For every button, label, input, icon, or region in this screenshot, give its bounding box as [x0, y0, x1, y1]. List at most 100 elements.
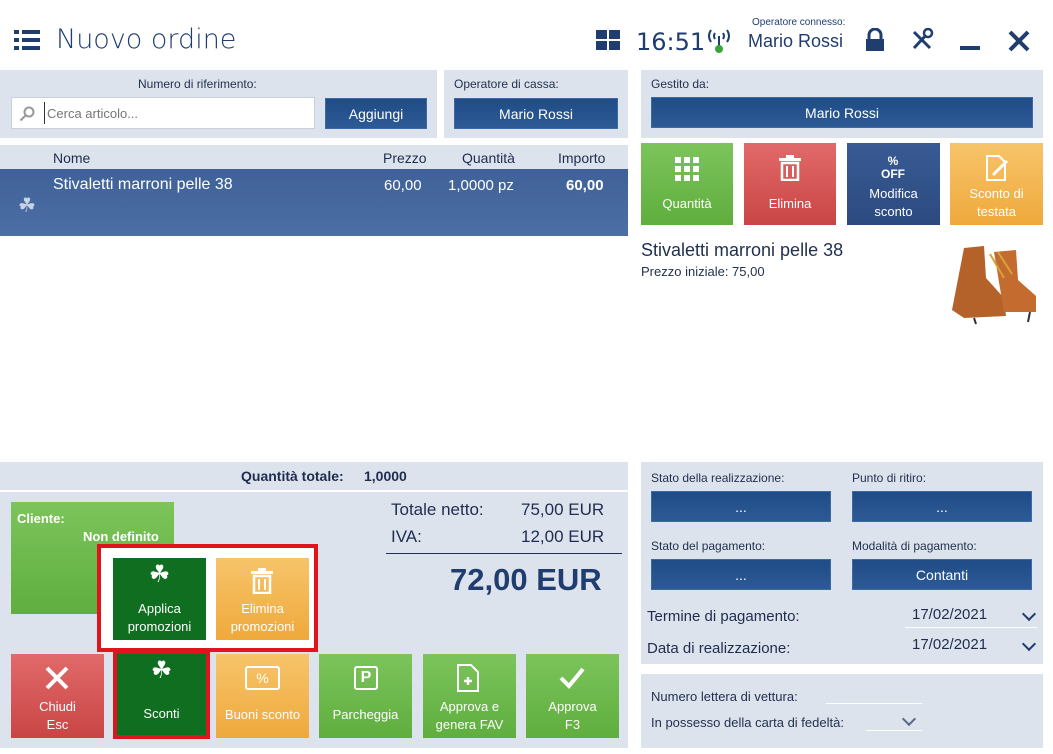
add-button[interactable]: Aggiungi	[325, 98, 427, 129]
header-discount-button[interactable]: Sconto di testata	[950, 143, 1043, 225]
managed-label: Gestito da:	[651, 77, 710, 91]
pickup-point-select[interactable]: ...	[852, 491, 1032, 522]
discounts-label: Sconti	[143, 706, 180, 721]
remove-promotions-button[interactable]: Elimina promozioni	[216, 558, 309, 640]
header-discount-label-1: Sconto di	[969, 186, 1024, 201]
quantity-button[interactable]: Quantità	[641, 143, 733, 225]
customer-value: Non definito	[83, 529, 159, 544]
close-icon[interactable]	[1008, 30, 1030, 52]
quantity-label: Quantità	[662, 196, 712, 211]
apply-promotions-label-2: promozioni	[127, 619, 192, 634]
payment-term-label: Termine di pagamento:	[647, 608, 800, 625]
clover-icon: ☘	[18, 195, 36, 217]
edit-document-icon	[985, 155, 1009, 186]
row-amount: 60,00	[566, 177, 604, 194]
total-quantity-label: Quantità totale:	[241, 468, 344, 484]
trash-icon	[779, 155, 801, 186]
apply-promotions-button[interactable]: ☘ Applica promozioni	[113, 558, 206, 640]
page-title: Nuovo ordine	[56, 24, 237, 55]
payment-term-chevron-icon[interactable]	[1021, 606, 1037, 624]
totals-divider	[386, 553, 622, 554]
percent-off-icon: % OFF	[881, 154, 905, 181]
total-quantity-bar	[0, 462, 628, 490]
realization-status-select[interactable]: ...	[651, 491, 831, 522]
payment-term-value[interactable]: 17/02/2021	[912, 606, 988, 623]
total-quantity-value: 1,0000	[364, 468, 407, 484]
search-input[interactable]	[44, 102, 304, 124]
managed-select[interactable]: Mario Rossi	[651, 97, 1033, 128]
lock-icon[interactable]	[864, 27, 886, 52]
connection-icon	[706, 26, 732, 54]
grid-icon	[675, 157, 699, 181]
minimize-icon[interactable]	[960, 46, 980, 50]
edit-discount-button[interactable]: % OFF Modifica sconto	[847, 143, 940, 225]
realization-status-label: Stato della realizzazione:	[651, 471, 785, 485]
grand-total: 72,00 EUR	[450, 562, 602, 597]
row-price: 60,00	[384, 177, 422, 194]
header-discount-label-2: testata	[976, 204, 1017, 219]
table-row[interactable]: ☘ Stivaletti marroni pelle 38 60,00 1,00…	[0, 169, 628, 236]
discounts-button[interactable]: ☘ Sconti	[117, 654, 206, 735]
payment-status-label: Stato del pagamento:	[651, 539, 766, 553]
apply-promotions-label-1: Applica	[138, 601, 181, 616]
waybill-input[interactable]	[826, 703, 922, 704]
loyalty-label: In possesso della carta di fedeltà:	[651, 715, 844, 730]
approve-fav-label-2: genera FAV	[435, 717, 504, 732]
delete-button[interactable]: Elimina	[744, 143, 836, 225]
realization-date-label: Data di realizzazione:	[647, 640, 791, 657]
close-label-1: Chiudi	[39, 699, 76, 714]
col-qty[interactable]: Quantità	[462, 150, 515, 166]
product-initial-price: Prezzo iniziale: 75,00	[641, 264, 765, 279]
clover-icon: ☘	[150, 657, 173, 684]
cashier-select[interactable]: Mario Rossi	[454, 98, 618, 129]
add-document-icon	[456, 664, 480, 697]
reference-label: Numero di riferimento:	[138, 77, 257, 91]
approve-label-1: Approva	[548, 699, 597, 714]
search-icon	[19, 106, 35, 122]
col-price[interactable]: Prezzo	[383, 150, 427, 166]
cashier-label: Operatore di cassa:	[454, 77, 559, 91]
park-label: Parcheggia	[332, 707, 399, 722]
menu-icon[interactable]	[14, 30, 40, 50]
product-name: Stivaletti marroni pelle 38	[641, 240, 844, 260]
close-x-icon	[45, 666, 69, 695]
loyalty-underline	[866, 730, 922, 731]
vat-value: 12,00 EUR	[521, 527, 605, 546]
approve-fav-button[interactable]: Approva e genera FAV	[423, 654, 516, 738]
col-amount[interactable]: Importo	[558, 150, 606, 166]
operator-name: Mario Rossi	[748, 31, 844, 51]
edit-discount-label-1: Modifica	[869, 186, 918, 201]
payment-status-select[interactable]: ...	[651, 559, 831, 590]
extra-panel	[641, 674, 1043, 748]
realization-date-chevron-icon[interactable]	[1021, 636, 1037, 654]
tools-icon[interactable]	[910, 27, 934, 52]
col-name[interactable]: Nome	[53, 150, 91, 166]
approve-fav-label-1: Approva e	[439, 699, 500, 714]
check-icon	[559, 666, 585, 695]
search-box[interactable]	[11, 97, 315, 129]
loyalty-chevron-icon[interactable]	[901, 711, 917, 729]
row-qty: 1,0000 pz	[448, 177, 514, 194]
close-label-2: Esc	[46, 717, 69, 732]
park-button[interactable]: P Parcheggia	[319, 654, 412, 738]
voucher-icon: %	[245, 666, 280, 690]
payment-mode-select[interactable]: Contanti	[852, 559, 1032, 590]
pickup-point-label: Punto di ritiro:	[852, 471, 927, 485]
realization-date-value[interactable]: 17/02/2021	[912, 636, 988, 653]
approve-button[interactable]: Approva F3	[526, 654, 619, 738]
waybill-label: Numero lettera di vettura:	[651, 689, 798, 704]
payment-term-underline	[905, 627, 1037, 628]
grid-view-icon[interactable]	[596, 30, 620, 50]
operator-label: Operatore connesso:	[752, 17, 846, 28]
net-total-value: 75,00 EUR	[521, 500, 605, 519]
vouchers-label: Buoni sconto	[224, 707, 301, 722]
clock: 16:51	[636, 28, 706, 56]
remove-promotions-label-2: promozioni	[230, 619, 295, 634]
parking-icon: P	[354, 666, 378, 690]
items-table-header	[0, 145, 628, 169]
approve-label-2: F3	[564, 717, 581, 732]
payment-mode-label: Modalità di pagamento:	[852, 539, 977, 553]
vouchers-button[interactable]: % Buoni sconto	[216, 654, 309, 738]
row-name: Stivaletti marroni pelle 38	[53, 176, 233, 193]
close-button[interactable]: Chiudi Esc	[11, 654, 104, 738]
